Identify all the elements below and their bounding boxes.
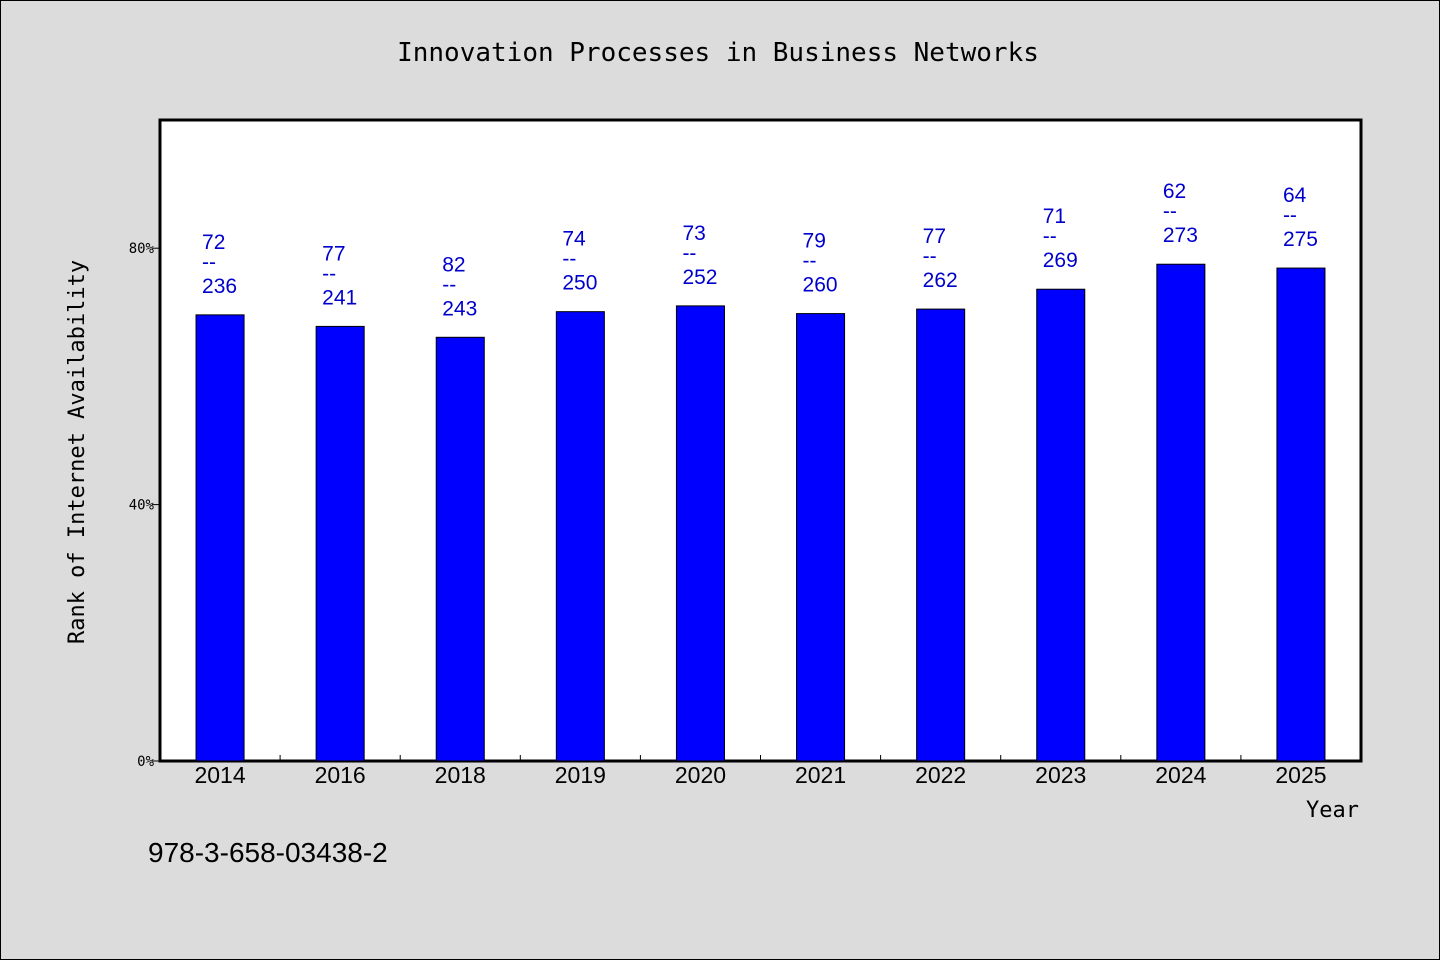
data-label-bottom: 273 — [1163, 224, 1198, 247]
data-label-top: 79 — [803, 230, 826, 253]
y-axis: 0% 40% 80% — [129, 241, 160, 770]
bar — [1156, 263, 1206, 762]
data-label-bottom: 241 — [322, 286, 357, 309]
x-tick-label: 2016 — [315, 762, 366, 788]
data-label-separator: -- — [322, 262, 336, 285]
x-tick-label: 2021 — [795, 762, 846, 788]
x-axis-label: Year — [1306, 798, 1359, 823]
data-label-bottom: 243 — [442, 297, 477, 320]
data-label-separator: -- — [202, 251, 216, 274]
bars — [195, 263, 1326, 762]
x-tick-label: 2022 — [915, 762, 966, 788]
data-label-top: 77 — [322, 242, 345, 265]
data-label-separator: -- — [442, 273, 456, 296]
data-label-bottom: 250 — [562, 272, 597, 295]
isbn-text: 978-3-658-03438-2 — [148, 837, 388, 868]
data-label-separator: -- — [1043, 225, 1057, 248]
bar — [1036, 288, 1086, 762]
data-label-bottom: 269 — [1043, 249, 1078, 272]
x-tick-label: 2014 — [194, 762, 245, 788]
data-label-top: 71 — [1043, 205, 1066, 228]
data-label-separator: -- — [1283, 204, 1297, 227]
bar — [315, 325, 365, 762]
data-label-bottom: 262 — [923, 269, 958, 292]
data-label-bottom: 275 — [1283, 228, 1318, 251]
data-label-separator: -- — [923, 245, 937, 268]
data-labels: 72--23677--24182--24374--25073--25279--2… — [202, 180, 1318, 320]
x-tick-label: 2020 — [675, 762, 726, 788]
bar — [555, 311, 605, 762]
data-label-bottom: 252 — [682, 266, 717, 289]
data-label-top: 72 — [202, 231, 225, 254]
x-tick-label: 2025 — [1275, 762, 1326, 788]
data-label-separator: -- — [1163, 200, 1177, 223]
data-label-top: 64 — [1283, 184, 1307, 207]
bar — [1276, 267, 1326, 762]
bar — [675, 305, 725, 762]
chart-title: Innovation Processes in Business Network… — [397, 38, 1039, 68]
x-tick-label: 2019 — [555, 762, 606, 788]
data-label-separator: -- — [803, 250, 817, 273]
x-tick-label: 2024 — [1155, 762, 1206, 788]
data-label-separator: -- — [562, 248, 576, 271]
data-label-bottom: 236 — [202, 275, 237, 298]
data-label-top: 74 — [562, 228, 586, 251]
data-label-top: 77 — [923, 225, 946, 248]
y-tick-label: 80% — [129, 241, 155, 257]
bar — [796, 313, 846, 762]
y-axis-label: Rank of Internet Availability — [65, 260, 90, 644]
data-label-top: 62 — [1163, 180, 1186, 203]
bar — [435, 336, 485, 762]
y-tick-label: 0% — [137, 754, 154, 770]
data-label-separator: -- — [682, 242, 696, 265]
data-label-top: 82 — [442, 253, 465, 276]
bar — [195, 314, 245, 762]
x-axis: 2014 2016 2018 2019 2020 2021 2022 2023 2024 2025 — [194, 755, 1327, 788]
x-tick-label: 2023 — [1035, 762, 1086, 788]
bar — [916, 308, 966, 762]
data-label-top: 73 — [682, 222, 705, 245]
y-tick-label: 40% — [129, 498, 155, 514]
x-tick-label: 2018 — [435, 762, 486, 788]
data-label-bottom: 260 — [803, 274, 838, 297]
